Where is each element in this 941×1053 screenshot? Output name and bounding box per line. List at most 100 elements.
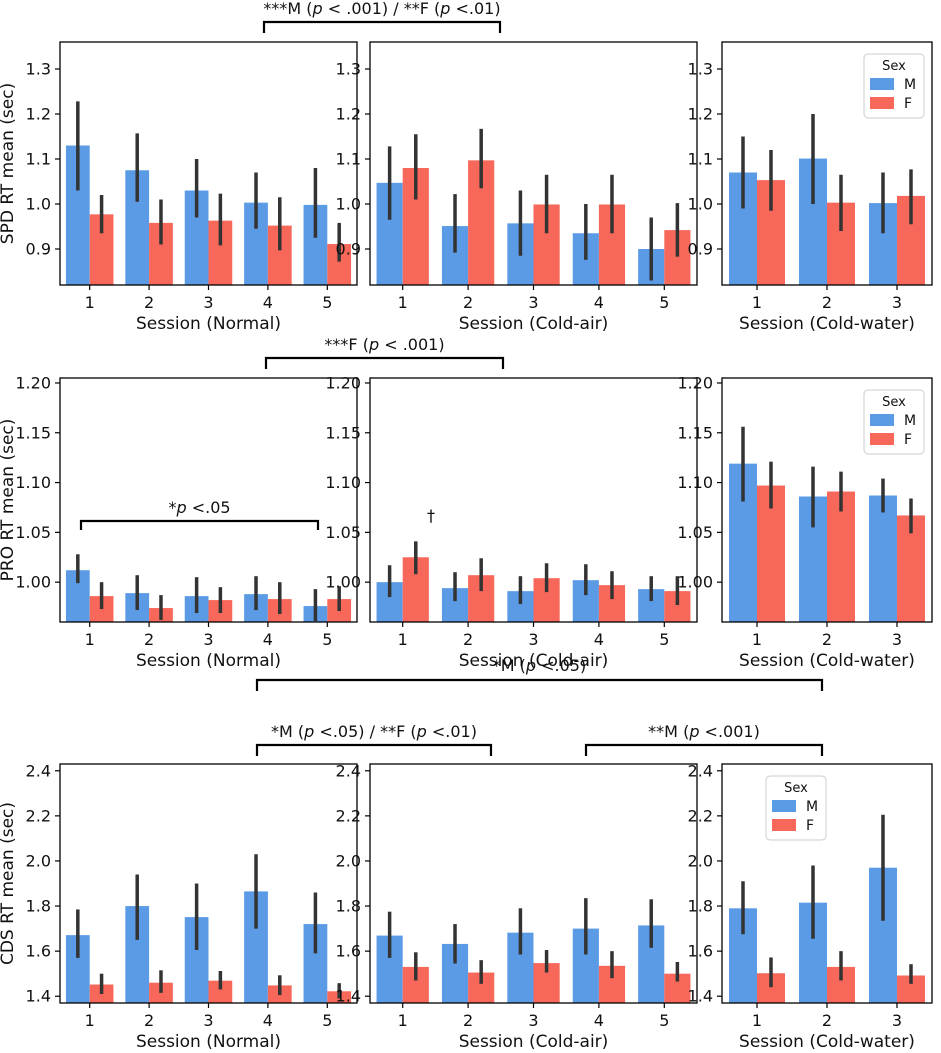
x-tick-label: 2 xyxy=(463,293,473,312)
y-tick-label: 1.05 xyxy=(325,523,361,542)
bracket-label-part: p xyxy=(368,335,379,354)
y-tick-label: 0.9 xyxy=(26,240,51,259)
panel-pro-cold-water: 1.00 1.05 1.10 1.15 1.20 1 2 3 Session (Cold-wat… xyxy=(677,373,933,671)
bracket-label-part: <.01) xyxy=(450,0,500,18)
bar-m-session-1 xyxy=(65,935,90,1003)
bar-m-session-2 xyxy=(125,906,150,1003)
x-tick-label: 3 xyxy=(528,1011,538,1030)
panel-spd-cold-water: 0.9 1.0 1.1 1.2 1.3 1 2 3 Session (Cold-water) Se… xyxy=(688,41,933,334)
bracket-line xyxy=(255,743,493,756)
bar-f-session-3 xyxy=(208,220,233,285)
bracket-label-part: * xyxy=(168,498,176,517)
x-axis-label: Session (Cold-air) xyxy=(459,314,609,334)
panel-spd-cold-air: 0.9 1.0 1.1 1.2 1.3 1 2 3 4 5 Session (Cold-air) xyxy=(336,41,698,334)
bracket-label-part: p xyxy=(312,0,323,18)
x-tick-label: 3 xyxy=(203,293,213,312)
x-tick-label: 5 xyxy=(659,1011,669,1030)
y-tick-label: 1.1 xyxy=(336,150,361,169)
y-axis-label: SPD RT mean (sec) xyxy=(0,83,18,244)
y-tick-label: 1.8 xyxy=(688,897,713,916)
y-tick-label: 1.6 xyxy=(336,942,361,961)
x-axis-label: Session (Cold-water) xyxy=(739,314,915,334)
x-tick-label: 2 xyxy=(144,630,154,649)
legend-label-f: F xyxy=(904,96,912,112)
y-tick-label: 2.2 xyxy=(688,806,713,825)
legend: Sex MF xyxy=(863,389,925,455)
bar-m-session-5 xyxy=(303,924,328,1003)
y-tick-label: 1.2 xyxy=(26,105,51,124)
y-tick-label: 1.3 xyxy=(336,60,361,79)
bracket-label-part: <.05 xyxy=(187,498,231,517)
legend-swatch-f xyxy=(870,97,894,109)
x-tick-label: 1 xyxy=(398,630,408,649)
bar-f-session-1 xyxy=(89,596,114,622)
significance-annotations: ***M (p < .001) / **F (p <.01) ***F (p < … xyxy=(79,0,824,756)
panel-cds-cold-water: 1.4 1.6 1.8 2.0 2.2 2.4 1 2 3 Session (Cold-water… xyxy=(688,761,933,1052)
bar-f-session-5 xyxy=(327,244,352,285)
bar-m-session-1 xyxy=(65,570,90,622)
bar-m-session-4 xyxy=(244,202,268,285)
bar-f-session-4 xyxy=(267,225,292,285)
y-tick-label: 1.4 xyxy=(688,987,713,1006)
panel-pro-normal: 1.00 1.05 1.10 1.15 1.20 1 2 3 4 5 Session (Normal… xyxy=(0,373,358,671)
y-tick-label: 1.15 xyxy=(677,423,713,442)
x-tick-label: 2 xyxy=(144,1011,154,1030)
x-tick-label: 3 xyxy=(528,293,538,312)
x-tick-label: 5 xyxy=(322,630,332,649)
panels: 0.9 1.0 1.1 1.2 1.3 1 2 3 4 5 Session (Normal) SPD … xyxy=(0,41,933,1052)
y-tick-label: 1.0 xyxy=(26,195,51,214)
y-tick-label: 1.6 xyxy=(26,942,51,961)
bar-f-session-3 xyxy=(208,980,233,1003)
x-tick-label: 4 xyxy=(263,630,273,649)
x-tick-label: 1 xyxy=(85,630,95,649)
bracket-label-part: *M ( xyxy=(493,656,526,675)
bar-m-session-3 xyxy=(184,190,209,285)
y-tick-label: 1.8 xyxy=(336,897,361,916)
y-tick-label: 1.2 xyxy=(688,105,713,124)
x-tick-label: 3 xyxy=(203,630,213,649)
x-tick-label: 1 xyxy=(398,1011,408,1030)
dagger-marker-part: † xyxy=(427,506,435,525)
x-axis-label: Session (Cold-water) xyxy=(739,651,915,671)
bar-f-session-1 xyxy=(89,214,114,285)
legend: Sex MF xyxy=(765,775,827,841)
bracket-label-part: p xyxy=(175,498,186,517)
y-tick-label: 0.9 xyxy=(336,240,361,259)
panel-cds-cold-air: 1.4 1.6 1.8 2.0 2.2 2.4 1 2 3 4 5 Session (Cold-air… xyxy=(336,761,698,1052)
bracket-sig-cds-cold-air-cold-water: **M (p <.001) xyxy=(584,722,824,756)
bracket-line xyxy=(255,678,824,691)
x-tick-label: 2 xyxy=(822,293,832,312)
bracket-label: ***M (p < .001) / **F (p <.01) xyxy=(263,0,500,18)
x-tick-label: 4 xyxy=(594,630,604,649)
bracket-label-part: *M ( xyxy=(271,722,304,741)
y-tick-label: 2.0 xyxy=(336,851,361,870)
x-axis-label: Session (Normal) xyxy=(136,651,281,671)
bracket-sig-pro-normal-cold-air: ***F (p < .001) xyxy=(264,335,505,369)
y-tick-label: 1.20 xyxy=(325,373,361,392)
y-axis-label: CDS RT mean (sec) xyxy=(0,802,18,965)
y-tick-label: 1.2 xyxy=(336,105,361,124)
bracket-line xyxy=(584,743,824,756)
bar-m-session-3 xyxy=(184,917,209,1003)
bracket-sig-cds-normal-cold-water: *M (p <.05) xyxy=(255,656,824,691)
x-tick-label: 3 xyxy=(892,1011,902,1030)
x-tick-label: 5 xyxy=(322,1011,332,1030)
legend-label-f: F xyxy=(904,432,912,448)
bracket-line xyxy=(262,20,502,33)
x-tick-label: 1 xyxy=(752,1011,762,1030)
y-tick-label: 1.1 xyxy=(26,150,51,169)
y-tick-label: 1.3 xyxy=(26,60,51,79)
bracket-label-part: p xyxy=(688,722,699,741)
y-tick-label: 1.0 xyxy=(688,195,713,214)
y-tick-label: 1.00 xyxy=(15,573,51,592)
bar-m-session-5 xyxy=(303,204,328,285)
x-tick-label: 1 xyxy=(85,293,95,312)
x-tick-label: 2 xyxy=(463,630,473,649)
y-tick-label: 1.1 xyxy=(688,150,713,169)
bracket-label: *M (p <.05) / **F (p <.01) xyxy=(271,722,477,741)
y-tick-label: 2.0 xyxy=(688,851,713,870)
y-tick-label: 1.15 xyxy=(325,423,361,442)
bracket-label-part: **M ( xyxy=(648,722,689,741)
y-tick-label: 1.4 xyxy=(26,987,51,1006)
y-tick-label: 1.00 xyxy=(325,573,361,592)
